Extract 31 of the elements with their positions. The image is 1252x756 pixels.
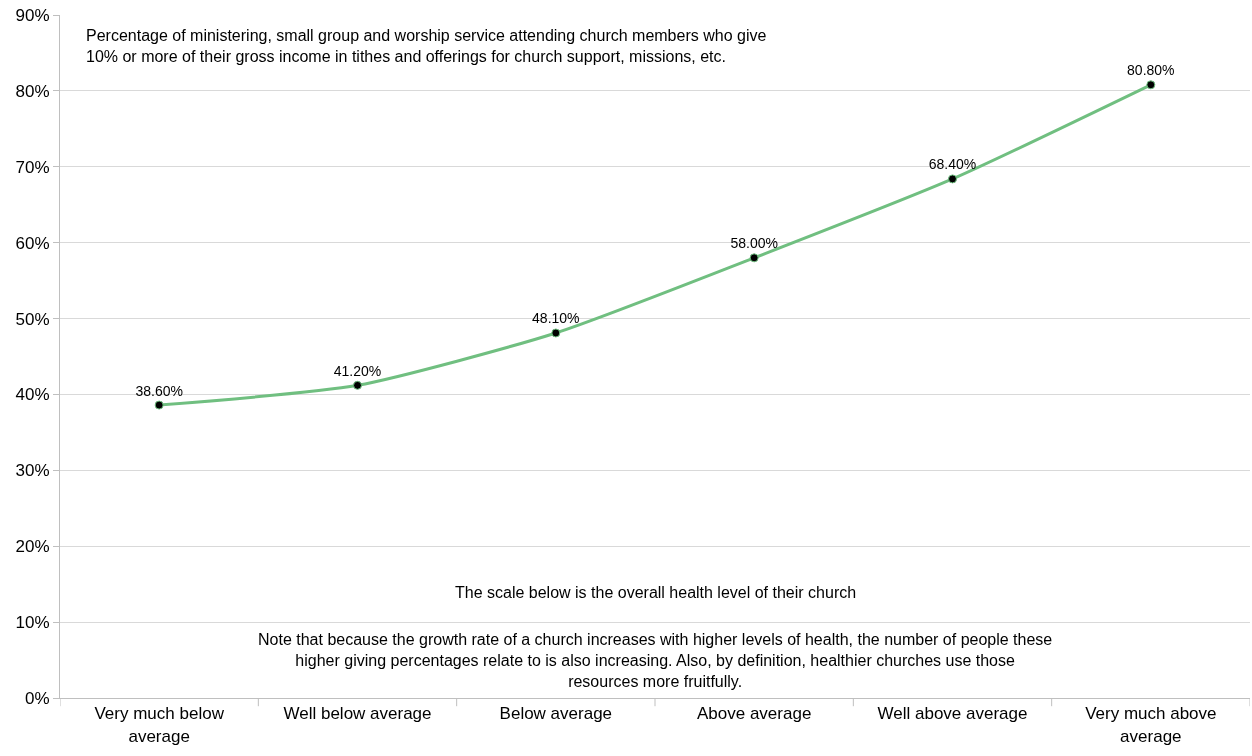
x-tick-label: Well above average xyxy=(877,704,1028,724)
point xyxy=(1146,80,1156,90)
point xyxy=(353,380,362,390)
text: Percentage of ministering, small group and worship service attending church members who give 10% or more of their gross income in tithes and offerings for church support, missions, etc. xyxy=(86,27,767,65)
data-label: 48.10% xyxy=(532,310,580,327)
point xyxy=(948,174,957,184)
y-tick-label: 20% xyxy=(15,537,50,557)
point xyxy=(551,328,561,338)
point xyxy=(154,400,164,410)
annotation: Note that because the growth rate of a church increases with higher levels of health, the number of people these higher giving percentages relate to is also increasing. Also, by definition, healthier churches use those resources more fruitfully. xyxy=(258,631,1053,690)
y-tick-label: 40% xyxy=(15,385,50,405)
x-tick-label: Very much above average xyxy=(1085,704,1217,746)
y-tick-label: 60% xyxy=(15,233,50,253)
y-tick-label: 0% xyxy=(25,688,50,708)
data-label: 68.40% xyxy=(928,156,977,173)
y-tick-label: 10% xyxy=(15,613,50,633)
data-label: 38.60% xyxy=(135,382,183,399)
x-tick-label: Well below average xyxy=(283,704,432,724)
x-tick-label: Above average xyxy=(696,704,812,724)
y-tick-label: 30% xyxy=(15,461,50,481)
data-label: 41.20% xyxy=(333,362,382,379)
y-tick-label: 70% xyxy=(15,157,50,177)
y-tick-label: 80% xyxy=(15,81,50,101)
data-label: 80.80% xyxy=(1127,62,1175,79)
y-tick-label: 90% xyxy=(15,5,50,25)
x-tick-label: Very much below average xyxy=(94,704,225,746)
annotation: The scale below is the overall health level of their church xyxy=(455,584,857,601)
y-tick-label: 50% xyxy=(15,309,50,329)
point xyxy=(749,253,759,263)
x-tick-label: Below average xyxy=(499,704,613,724)
data-label: 58.00% xyxy=(730,235,778,252)
